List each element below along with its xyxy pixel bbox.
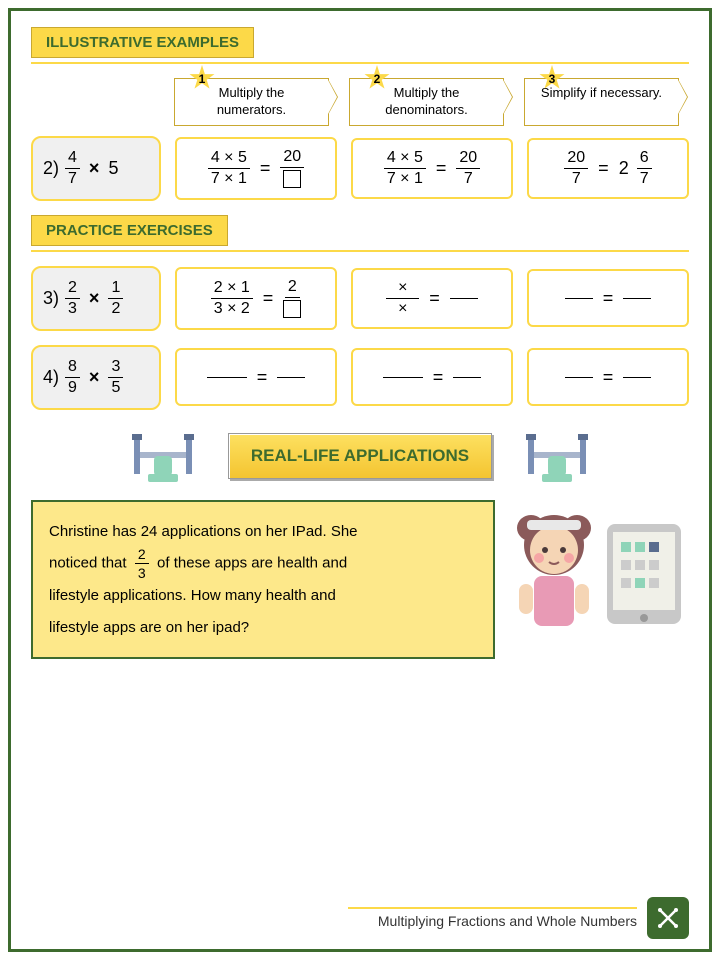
problem-label: 3) <box>43 288 59 309</box>
footer-badge-icon <box>647 897 689 939</box>
fraction: 2 × 1 3 × 2 <box>211 280 253 317</box>
times-op: × <box>89 288 100 309</box>
whole-number: 5 <box>108 158 118 179</box>
blank-line[interactable] <box>450 298 478 299</box>
work-step-2[interactable]: = <box>351 348 513 406</box>
blank-line[interactable] <box>277 377 305 378</box>
girl-icon <box>509 500 599 630</box>
equals: = <box>436 158 447 179</box>
practice-4-row: 4) 8 9 × 3 5 = = = <box>31 345 689 410</box>
blank-fraction: × × <box>386 280 419 317</box>
fraction: 4 × 5 7 × 1 <box>208 150 250 187</box>
fraction: 8 9 <box>65 359 80 396</box>
practice-3-row: 3) 2 3 × 1 2 2 × 1 3 × 2 = 2 × <box>31 266 689 331</box>
worksheet-page: ILLUSTRATIVE EXAMPLES 1 Multiply the num… <box>8 8 712 952</box>
equals: = <box>433 367 444 388</box>
fraction: 2 <box>283 279 301 318</box>
illustrative-header: ILLUSTRATIVE EXAMPLES <box>31 27 254 58</box>
gym-icon <box>522 428 592 484</box>
divider <box>31 62 689 64</box>
fraction: 20 7 <box>456 150 480 187</box>
steps-row: 1 Multiply the numerators. 2 Multiply th… <box>31 78 689 126</box>
step-text: Multiply the numerators. <box>217 85 286 117</box>
blank-box[interactable] <box>283 170 301 188</box>
work-step-1[interactable]: = <box>175 348 337 406</box>
star-icon: 1 <box>189 65 215 91</box>
problem-label: 2) <box>43 158 59 179</box>
wp-line: of these apps are health and <box>157 555 347 572</box>
work-step-3[interactable]: = <box>527 269 689 327</box>
problem-box: 2) 4 7 × 5 <box>31 136 161 201</box>
practice-header: PRACTICE EXERCISES <box>31 215 228 246</box>
step-text: Simplify if necessary. <box>541 85 662 100</box>
tablet-icon <box>603 520 685 630</box>
blank-line[interactable] <box>383 377 423 378</box>
blank-line[interactable] <box>623 377 651 378</box>
work-step-1: 2 × 1 3 × 2 = 2 <box>175 267 337 330</box>
fraction: 20 7 <box>564 150 588 187</box>
step-3: 3 Simplify if necessary. <box>524 78 679 126</box>
equals: = <box>257 367 268 388</box>
equals: = <box>603 367 614 388</box>
fraction: 4 × 5 7 × 1 <box>384 150 426 187</box>
fraction: 20 <box>280 149 304 188</box>
step-text: Multiply the denominators. <box>385 85 467 117</box>
blank-box[interactable] <box>283 300 301 318</box>
whole: 2 <box>619 158 629 179</box>
fraction: 2 3 <box>65 280 80 317</box>
footer: Multiplying Fractions and Whole Numbers <box>348 897 689 939</box>
equals: = <box>429 288 440 309</box>
problem-box: 4) 8 9 × 3 5 <box>31 345 161 410</box>
problem-box: 3) 2 3 × 1 2 <box>31 266 161 331</box>
work-step-1: 4 × 5 7 × 1 = 20 <box>175 137 337 200</box>
step-2: 2 Multiply the denominators. <box>349 78 504 126</box>
blank-line[interactable] <box>453 377 481 378</box>
divider <box>31 250 689 252</box>
wp-line: lifestyle apps are on her ipad? <box>49 619 249 636</box>
fraction: 2 3 <box>135 547 149 580</box>
wp-line: lifestyle applications. How many health … <box>49 587 336 604</box>
equals: = <box>598 158 609 179</box>
work-step-3: 20 7 = 2 6 7 <box>527 138 689 199</box>
work-step-2[interactable]: × × = <box>351 268 513 329</box>
equals: = <box>260 158 271 179</box>
fraction: 4 7 <box>65 150 80 187</box>
blank-line[interactable] <box>565 377 593 378</box>
gym-icon <box>128 428 198 484</box>
wp-line: noticed that <box>49 555 127 572</box>
footer-text: Multiplying Fractions and Whole Numbers <box>348 907 637 929</box>
wp-line: Christine has 24 applications on her IPa… <box>49 523 358 540</box>
problem-label: 4) <box>43 367 59 388</box>
example-2-row: 2) 4 7 × 5 4 × 5 7 × 1 = 20 4 × 5 7 × 1 <box>31 136 689 201</box>
equals: = <box>603 288 614 309</box>
times-op: × <box>89 367 100 388</box>
work-step-3[interactable]: = <box>527 348 689 406</box>
word-problem: Christine has 24 applications on her IPa… <box>31 500 495 660</box>
word-problem-row: Christine has 24 applications on her IPa… <box>31 500 689 660</box>
blank-line[interactable] <box>623 298 651 299</box>
blank-line[interactable] <box>207 377 247 378</box>
equals: = <box>263 288 274 309</box>
real-life-row: REAL-LIFE APPLICATIONS <box>31 428 689 484</box>
girl-tablet-icon <box>509 500 689 630</box>
times-op: × <box>89 158 100 179</box>
fraction: 1 2 <box>108 280 123 317</box>
star-icon: 2 <box>364 65 390 91</box>
work-step-2: 4 × 5 7 × 1 = 20 7 <box>351 138 513 199</box>
step-1: 1 Multiply the numerators. <box>174 78 329 126</box>
real-life-header: REAL-LIFE APPLICATIONS <box>228 433 492 479</box>
blank-line[interactable] <box>565 298 593 299</box>
fraction: 3 5 <box>108 359 123 396</box>
fraction: 6 7 <box>637 150 652 187</box>
